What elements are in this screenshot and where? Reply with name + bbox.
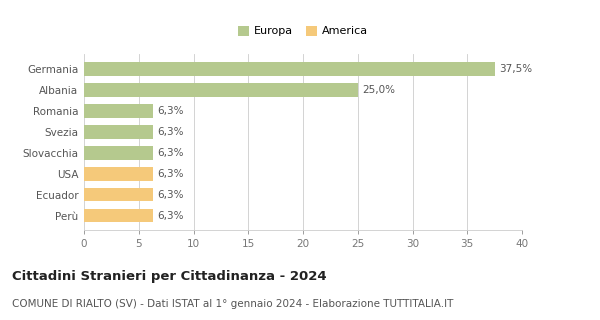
Text: 6,3%: 6,3% <box>157 190 184 200</box>
Text: 37,5%: 37,5% <box>499 64 532 74</box>
Text: Cittadini Stranieri per Cittadinanza - 2024: Cittadini Stranieri per Cittadinanza - 2… <box>12 270 326 284</box>
Bar <box>84 83 358 97</box>
Bar <box>84 209 153 222</box>
Text: 6,3%: 6,3% <box>157 148 184 158</box>
Text: 25,0%: 25,0% <box>362 85 395 95</box>
Text: 6,3%: 6,3% <box>157 127 184 137</box>
Bar <box>84 167 153 180</box>
Bar <box>84 146 153 160</box>
Legend: Europa, America: Europa, America <box>234 21 372 41</box>
Bar <box>84 125 153 139</box>
Bar <box>84 104 153 118</box>
Text: 6,3%: 6,3% <box>157 211 184 220</box>
Bar <box>84 62 494 76</box>
Text: COMUNE DI RIALTO (SV) - Dati ISTAT al 1° gennaio 2024 - Elaborazione TUTTITALIA.: COMUNE DI RIALTO (SV) - Dati ISTAT al 1°… <box>12 299 454 309</box>
Text: 6,3%: 6,3% <box>157 106 184 116</box>
Text: 6,3%: 6,3% <box>157 169 184 179</box>
Bar <box>84 188 153 202</box>
